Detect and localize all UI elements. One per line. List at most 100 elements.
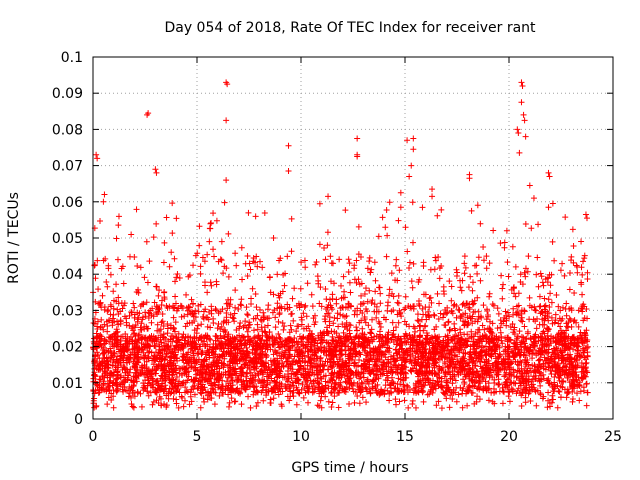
data-point — [208, 282, 215, 289]
data-point — [429, 377, 436, 384]
data-point — [522, 352, 529, 359]
data-point — [256, 306, 263, 313]
data-point — [465, 359, 472, 366]
data-point — [429, 342, 436, 349]
data-point — [98, 304, 105, 311]
data-point — [485, 397, 492, 404]
data-point — [219, 390, 226, 397]
data-point — [461, 331, 468, 338]
data-point — [353, 324, 360, 331]
data-point — [333, 300, 340, 307]
data-point — [321, 388, 328, 395]
data-point — [113, 329, 120, 336]
data-point — [380, 370, 387, 377]
data-point — [319, 383, 326, 390]
data-point — [317, 374, 324, 381]
data-point — [289, 295, 296, 302]
data-point — [126, 359, 133, 366]
data-point — [429, 349, 436, 356]
data-point — [415, 279, 422, 286]
data-point — [130, 404, 137, 411]
data-point — [517, 351, 524, 358]
data-point — [456, 364, 463, 371]
data-point — [142, 313, 149, 320]
data-point — [388, 380, 395, 387]
data-point — [495, 381, 502, 388]
data-point — [358, 280, 365, 287]
data-point — [168, 249, 175, 256]
data-point — [240, 324, 247, 331]
data-point — [483, 253, 490, 260]
data-point — [145, 349, 152, 356]
data-point — [507, 337, 514, 344]
data-point — [206, 371, 213, 378]
data-point — [501, 373, 508, 380]
data-point — [92, 275, 99, 282]
data-point — [508, 348, 515, 355]
data-point — [157, 395, 164, 402]
data-point — [206, 352, 213, 359]
data-point — [336, 256, 343, 263]
data-point — [110, 357, 117, 364]
data-point — [507, 360, 514, 367]
data-point — [485, 350, 492, 357]
data-point — [300, 372, 307, 379]
data-point — [124, 347, 131, 354]
data-point — [379, 214, 386, 221]
data-point — [383, 206, 390, 213]
data-point — [362, 344, 369, 351]
data-point — [575, 323, 582, 330]
data-point — [470, 368, 477, 375]
data-point — [471, 262, 478, 269]
data-point — [514, 308, 521, 315]
data-point — [261, 209, 268, 216]
data-point — [539, 308, 546, 315]
data-point — [94, 349, 101, 356]
data-point — [360, 340, 367, 347]
data-point — [564, 323, 571, 330]
data-point — [168, 333, 175, 340]
data-point — [405, 302, 412, 309]
data-point — [514, 335, 521, 342]
data-point — [457, 359, 464, 366]
data-point — [304, 280, 311, 287]
data-point — [567, 269, 574, 276]
data-point — [467, 351, 474, 358]
data-point — [552, 383, 559, 390]
data-point — [434, 378, 441, 385]
data-point — [486, 293, 493, 300]
data-point — [563, 300, 570, 307]
data-point — [275, 385, 282, 392]
data-point — [364, 298, 371, 305]
data-point — [460, 376, 467, 383]
data-point — [199, 313, 206, 320]
data-point — [327, 253, 334, 260]
data-point — [94, 257, 101, 264]
data-point — [562, 214, 569, 221]
data-point — [307, 377, 314, 384]
data-point — [135, 289, 142, 296]
data-point — [219, 389, 226, 396]
data-point — [345, 355, 352, 362]
data-point — [286, 397, 293, 404]
data-point — [276, 311, 283, 318]
data-point — [503, 322, 510, 329]
data-point — [284, 393, 291, 400]
data-point — [361, 290, 368, 297]
data-point — [161, 401, 168, 408]
data-point — [328, 370, 335, 377]
data-point — [558, 366, 565, 373]
data-point — [185, 373, 192, 380]
data-point — [106, 338, 113, 345]
data-point — [568, 307, 575, 314]
data-point — [503, 369, 510, 376]
data-point — [443, 385, 450, 392]
data-point — [300, 325, 307, 332]
data-point — [92, 379, 99, 386]
data-point — [438, 352, 445, 359]
data-point — [197, 404, 204, 411]
data-point — [161, 356, 168, 363]
data-point — [143, 358, 150, 365]
data-point — [446, 326, 453, 333]
data-point — [153, 283, 160, 290]
